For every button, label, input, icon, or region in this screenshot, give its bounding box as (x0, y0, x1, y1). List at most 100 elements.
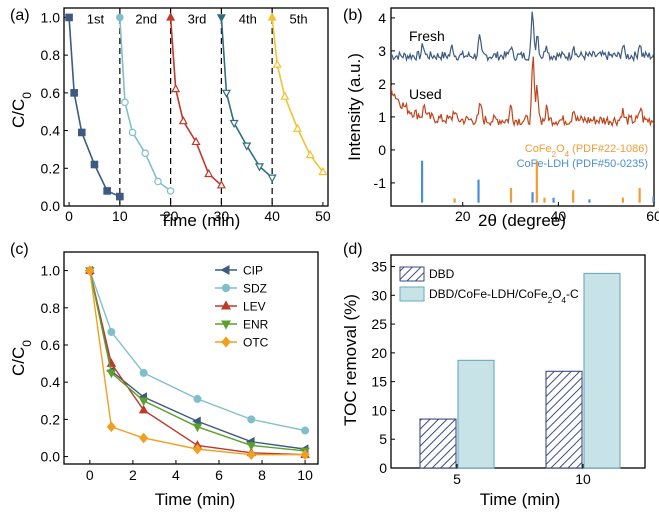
cycle-2-label: 2nd (135, 11, 157, 26)
y-tick-label: 0.0 (41, 449, 61, 465)
enr-point (246, 442, 257, 451)
y-tick-label: 30 (371, 287, 387, 303)
x-tick-label: 20 (455, 208, 471, 224)
legend-lev-label: LEV (243, 300, 266, 314)
y-tick-label: 2 (378, 76, 386, 92)
otc-point (192, 443, 202, 455)
otc-point (85, 265, 95, 276)
y-tick-label: 3 (378, 43, 386, 59)
x-tick-label: 10 (297, 467, 313, 483)
cycle-4-label: 4th (239, 11, 257, 26)
panel-c: (c) 0 2 4 6 8 10 0.0 0.2 0.4 0.6 0.8 1.0 CIP SDZ LEV EN… (9, 241, 319, 509)
otc-point (139, 432, 149, 444)
ref-cofe2o4-line (621, 197, 625, 203)
ref-cofe2o4-line (509, 188, 513, 203)
y-tick-label: 0.4 (41, 374, 61, 390)
y-tick-label: 1.0 (41, 9, 61, 25)
legend-otc-marker (221, 336, 231, 348)
cycle-3-line (169, 17, 222, 186)
bar-composite (457, 359, 495, 469)
cycle-1-line (68, 17, 121, 198)
cycle-3-point (191, 136, 201, 146)
panel-a-ylabel: C/C0 (9, 92, 34, 128)
panel-c-label: (c) (10, 241, 29, 258)
legend-dbd-label: DBD (429, 267, 455, 281)
cycle-5-point (318, 166, 328, 176)
panel-b-label: (b) (343, 7, 363, 24)
legend-cip-marker (220, 265, 230, 275)
sdz-point (301, 426, 310, 435)
x-tick-label: 6 (215, 467, 223, 483)
sdz-point (107, 327, 116, 336)
enr-point (138, 397, 149, 407)
ref-cofe2o4-label: CoFe2O4 (PDF#22-1086) (525, 143, 648, 159)
cycle-5-point (280, 91, 290, 100)
legend-otc-label: OTC (243, 336, 269, 350)
y-tick-label: 0.2 (41, 160, 61, 176)
panel-b-xlabel: 2θ (degree) (478, 211, 566, 230)
cycle-5-point (267, 12, 277, 21)
cycle-1-point (70, 89, 78, 97)
xrd-used-trace (391, 56, 654, 128)
cycle-5-line (271, 17, 324, 173)
lev-line (89, 270, 306, 456)
bar-composite (583, 272, 621, 469)
ref-cofe2o4-line (572, 190, 575, 203)
y-tick-label: 0 (378, 142, 386, 158)
cycle-1-point (103, 187, 111, 195)
ref-cofe-ldh-line (531, 192, 534, 203)
cycle-5-point (293, 123, 303, 132)
enr-point (192, 423, 203, 433)
legend-lev-marker (221, 300, 231, 310)
legend-dbd-swatch (399, 266, 425, 282)
x-tick-label: 40 (551, 208, 567, 224)
legend-sdz-label: SDZ (243, 282, 267, 296)
y-tick-label: 1 (378, 109, 386, 125)
x-tick-label: 4 (172, 467, 180, 483)
x-tick-label: 20 (163, 208, 179, 224)
sdz-line (89, 270, 306, 432)
cycle-1-point (90, 160, 99, 169)
used-annotation: Used (409, 86, 442, 102)
cycle-1-label: 1st (87, 11, 105, 26)
panel-a-frame (63, 7, 329, 207)
cycle-3-point (178, 116, 188, 125)
panel-c-frame (63, 251, 319, 465)
sdz-point (193, 394, 202, 403)
ref-cofe-ldh-line (477, 179, 480, 203)
x-tick-label: 30 (214, 208, 230, 224)
cycle-2-point (154, 177, 162, 186)
y-tick-label: -1 (374, 175, 387, 191)
cycle-3-label: 3rd (188, 11, 207, 26)
panel-a: (a) 0 10 20 30 40 50 0.0 0.2 0.4 0.6 0.8 1.0 1st 2nd 3… (9, 7, 331, 230)
x-tick-label: 0 (86, 467, 94, 483)
y-tick-label: 0.8 (41, 47, 61, 63)
ref-cofe2o4-line (535, 160, 538, 203)
panel-d-frame (390, 254, 646, 469)
cycle-1-point (65, 13, 73, 22)
legend-composite-label: DBD/CoFe-LDH/CoFe2O4-C (429, 287, 579, 305)
enr-line (89, 270, 306, 452)
y-tick-label: 5 (379, 431, 387, 447)
cycle-4-point (216, 14, 226, 23)
cycle-2-point (166, 187, 175, 195)
panel-b-frame (390, 7, 655, 207)
y-tick-label: 0.4 (41, 123, 61, 139)
x-tick-label: 0 (65, 208, 73, 224)
cip-point (192, 416, 201, 426)
y-tick-label: 15 (371, 374, 387, 390)
ref-cofe-ldh-line (552, 197, 555, 203)
otc-point (300, 449, 310, 461)
cycle-3-point (204, 168, 214, 178)
x-tick-label: 40 (264, 208, 280, 224)
legend-enr-marker (221, 320, 231, 330)
ref-cofe2o4-line (638, 188, 641, 203)
panel-a-label: (a) (10, 7, 30, 24)
x-tick-label: 10 (112, 208, 128, 224)
y-tick-label: 0.6 (41, 337, 61, 353)
panel-d-ylabel: TOC removal (%) (341, 294, 360, 426)
lev-point (138, 404, 149, 414)
y-tick-label: 10 (371, 402, 387, 418)
cycle-2-point (116, 13, 124, 22)
y-tick-label: 0 (379, 460, 387, 476)
